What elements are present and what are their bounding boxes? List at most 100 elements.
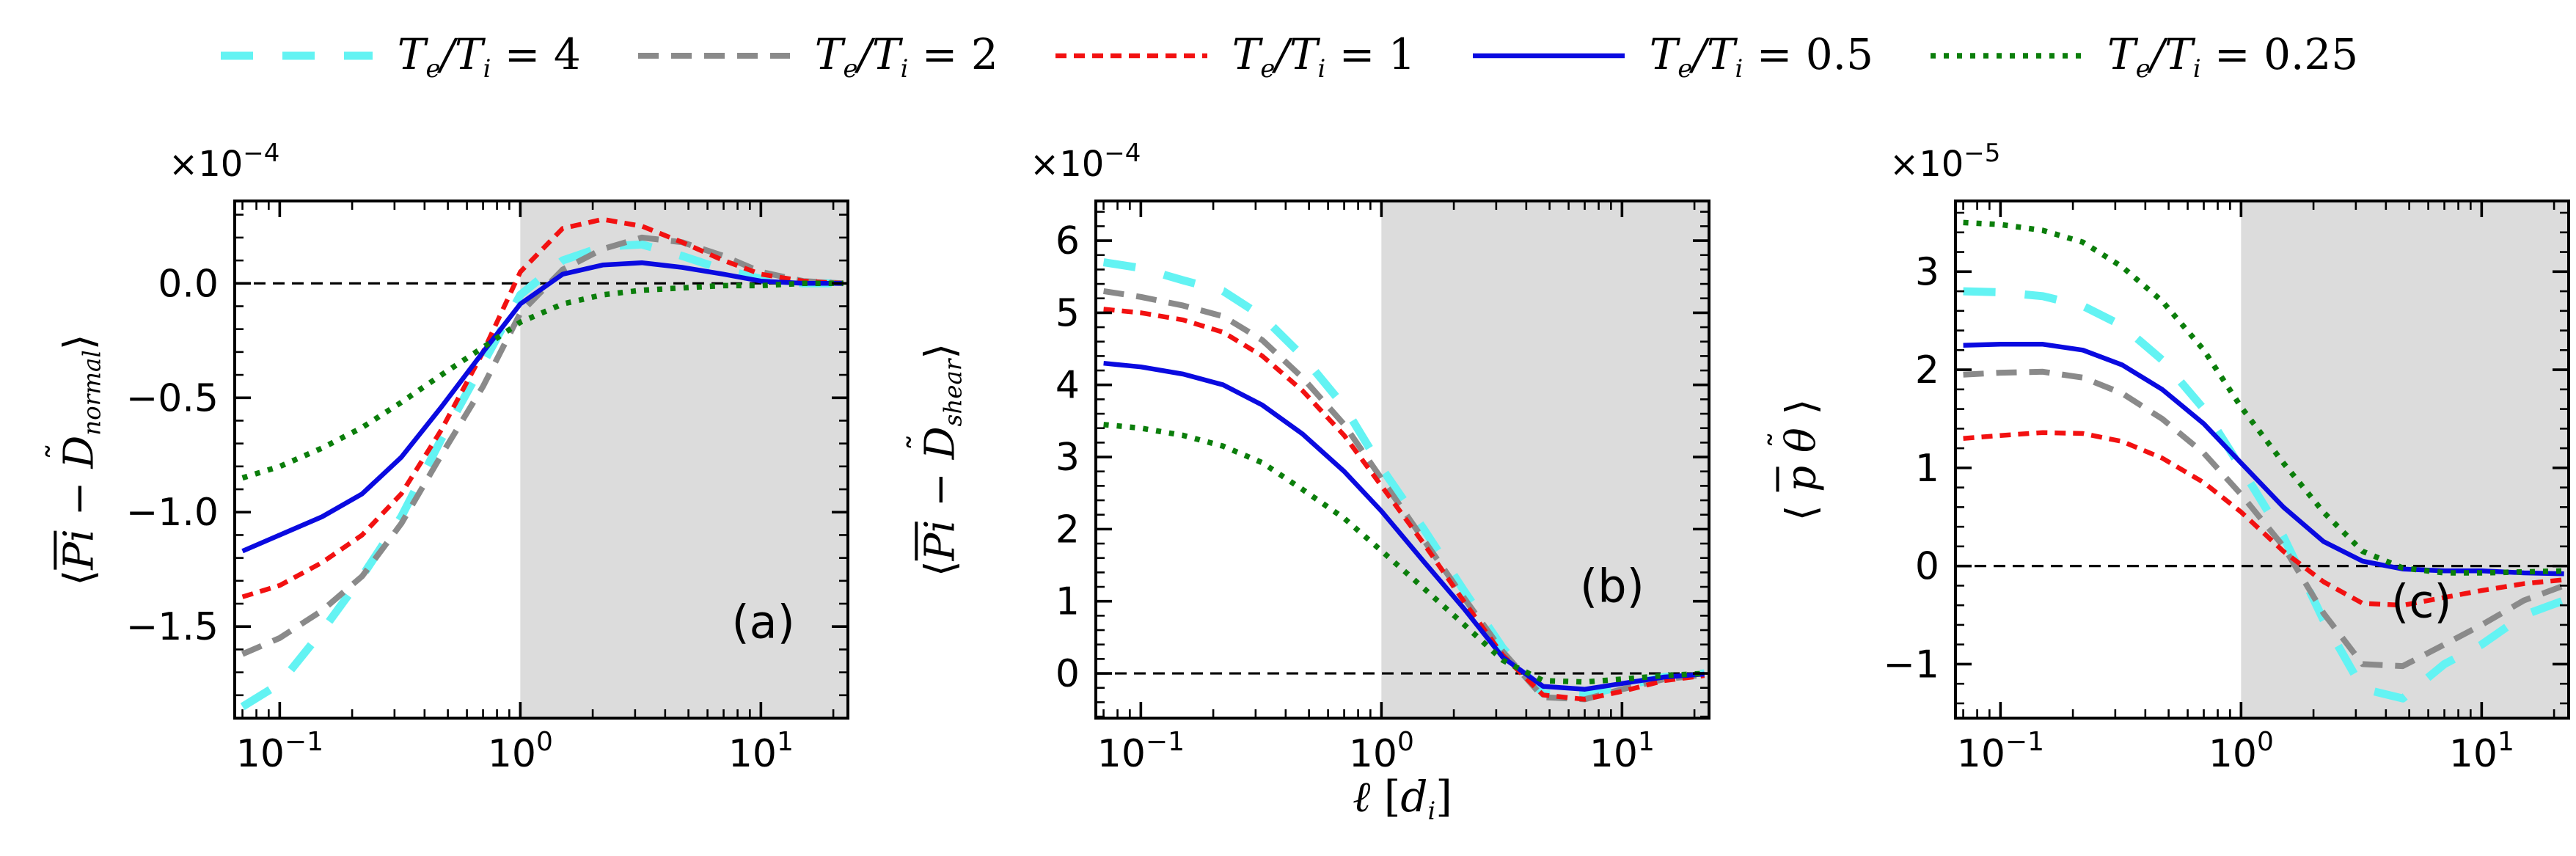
math-segment: e	[1260, 54, 1276, 83]
tilde-accent: ˜	[1763, 431, 1804, 448]
panel-a-plot: 10−1 100 101 0.0 −0.5 −1.0 −1.5 ×10−4 (a)	[126, 139, 849, 776]
legend-line-sample	[1931, 53, 2082, 59]
x-tick-label: 101	[728, 727, 794, 776]
legend-line-sample	[1472, 54, 1625, 59]
y-tick-label: 1	[1055, 580, 1080, 624]
panel-b: 10−1 100 101 0 1 2 3 4 5 6 ×10−4 (b) ⟨Pi − D ˜ shear⟩	[871, 133, 1716, 849]
y-tick-label: 0	[1055, 652, 1080, 696]
legend-item-te-ti-4: Te/Ti = 4	[218, 29, 581, 83]
y-tick-label: −1.0	[126, 491, 219, 535]
legend-item-te-ti-1: Te/Ti = 1	[1053, 29, 1416, 83]
math-segment: ⟩	[916, 343, 965, 359]
math-segment: T	[871, 29, 901, 79]
math-segment: = 2	[908, 29, 998, 79]
axes-box	[1094, 200, 1710, 720]
panel-letter: (a)	[731, 596, 794, 649]
y-tick-label: 2	[1055, 508, 1080, 552]
math-segment: ⟨	[916, 560, 965, 577]
math-segment: D ˜	[40, 435, 103, 469]
math-segment: D ˜	[901, 425, 965, 459]
math-segment: Pi	[55, 528, 103, 570]
math-segment: i	[483, 54, 491, 83]
curve-te-ti-0p25	[1103, 422, 1705, 685]
curve-te-ti-4	[1963, 287, 2566, 703]
x-tick-label: 100	[488, 727, 553, 776]
curve-te-ti-0p5	[241, 260, 844, 554]
legend-item-te-ti-0p25: Te/Ti = 0.25	[1928, 29, 2358, 83]
legend-item-te-ti-0p5: Te/Ti = 0.5	[1470, 29, 1873, 83]
math-segment: T	[2165, 29, 2193, 79]
tilde-accent: ˜	[901, 433, 943, 451]
y-ticks: 0 1 2 3 4 5 6	[1055, 211, 1709, 718]
math-segment: T	[1706, 29, 1735, 79]
x-axis-label: ℓ [di]	[1096, 772, 1709, 825]
math-segment: /	[1275, 29, 1289, 79]
math-segment: e	[1677, 54, 1693, 83]
x-tick-label: 100	[2209, 727, 2274, 776]
legend-label: Te/Ti = 4	[398, 29, 581, 83]
math-segment: d	[1400, 772, 1428, 822]
math-segment: = 1	[1325, 29, 1416, 79]
x-ticks: 10−1 100 101	[1957, 201, 2555, 776]
math-segment	[1778, 453, 1826, 466]
curve-te-ti-2	[1102, 288, 1705, 703]
math-segment: [	[1370, 772, 1401, 822]
math-segment: ⟨	[55, 569, 103, 586]
curve-te-ti-1	[1103, 307, 1705, 702]
legend-line-sample	[220, 51, 373, 60]
math-segment: /	[440, 29, 455, 79]
math-segment: T	[1289, 29, 1318, 79]
curve-te-ti-4	[240, 240, 844, 711]
curve-te-ti-0p25	[241, 280, 844, 481]
panel-c: 10−1 100 101 −1 0 1 2 3 ×10−5 (c) ⟨ p θ ˜ ⟩	[1731, 133, 2576, 849]
curve-te-ti-4	[1102, 258, 1705, 699]
y-axis-label: ⟨ p θ ˜ ⟩	[1763, 398, 1826, 521]
tilde-accent: ˜	[40, 442, 81, 460]
y-ticks: −1 0 1 2 3	[1883, 211, 2569, 705]
x-tick-label: 100	[1349, 727, 1414, 776]
y-ticks: 0.0 −0.5 −1.0 −1.5	[126, 213, 848, 697]
legend-line-sample	[637, 53, 790, 59]
math-segment: i	[900, 54, 909, 83]
x-tick-label: 10−1	[1957, 727, 2044, 776]
math-segment: ⟩	[1777, 398, 1826, 428]
x-tick-label: 10−1	[1097, 727, 1185, 776]
math-segment: T	[2107, 29, 2136, 79]
math-segment: T	[1232, 29, 1261, 79]
math-segment: ⟩	[55, 333, 103, 350]
math-segment: ]	[1435, 772, 1452, 822]
math-segment: normal	[78, 349, 106, 436]
math-segment: /	[1692, 29, 1707, 79]
curve-te-ti-1	[241, 216, 844, 599]
math-segment: i	[1735, 54, 1743, 83]
axis-offset-label: ×10−5	[1889, 139, 2000, 185]
y-tick-label: −1.5	[126, 605, 219, 649]
legend: Te/Ti = 4 Te/Ti = 2 Te/Ti = 1 Te/Ti = 0.5 Te…	[0, 29, 2576, 83]
math-segment: ⟨	[1777, 491, 1826, 521]
y-tick-label: 6	[1055, 219, 1080, 263]
math-segment: = 4	[491, 29, 581, 79]
shaded-region	[2241, 201, 2569, 718]
panel-a: 10−1 100 101 0.0 −0.5 −1.0 −1.5 ×10−4 (a) ⟨Pi − …	[10, 133, 855, 849]
math-segment: i	[1317, 54, 1326, 83]
y-tick-label: 5	[1055, 291, 1080, 335]
legend-label: Te/Ti = 0.25	[2107, 29, 2358, 83]
math-segment: T	[1649, 29, 1678, 79]
x-ticks: 10−1 100 101	[1097, 201, 1696, 776]
x-ticks: 10−1 100 101	[236, 201, 835, 776]
math-segment: i	[2192, 54, 2201, 83]
curve-te-ti-1	[1963, 430, 2565, 608]
math-segment: e	[2135, 54, 2151, 83]
math-segment: ℓ	[1353, 772, 1371, 822]
math-segment: = 0.25	[2200, 29, 2359, 79]
legend-label: Te/Ti = 0.5	[1650, 29, 1873, 83]
math-segment: p	[1777, 465, 1826, 492]
y-tick-label: −0.5	[126, 376, 219, 420]
axis-offset-label: ×10−4	[1030, 139, 1141, 185]
math-segment: T	[814, 29, 844, 79]
shaded-region	[1381, 201, 1709, 718]
math-segment: T	[454, 29, 483, 79]
math-segment: Pi	[916, 519, 965, 560]
